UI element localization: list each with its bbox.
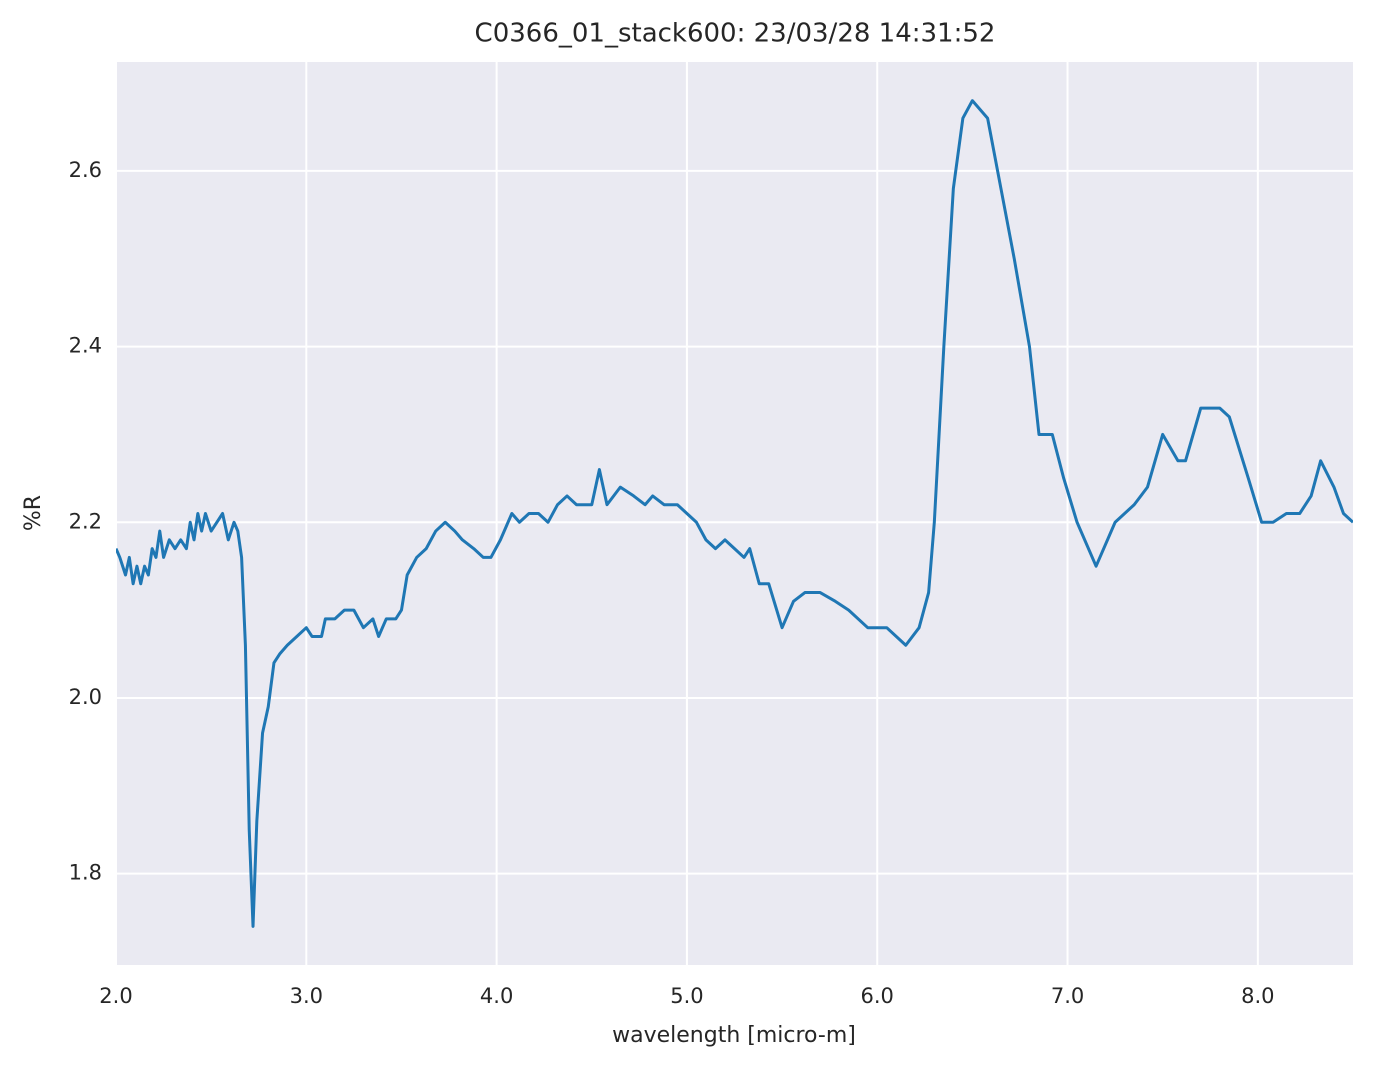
x-tick-label: 6.0 bbox=[861, 984, 894, 1008]
plot-area bbox=[116, 62, 1353, 965]
y-tick-label: 2.0 bbox=[69, 685, 102, 709]
x-tick-label: 3.0 bbox=[290, 984, 323, 1008]
y-tick-label: 1.8 bbox=[69, 861, 102, 885]
y-tick-label: 2.4 bbox=[69, 334, 102, 358]
x-tick-label: 7.0 bbox=[1051, 984, 1084, 1008]
x-tick-label: 2.0 bbox=[99, 984, 132, 1008]
x-tick-label: 4.0 bbox=[480, 984, 513, 1008]
y-tick-label: 2.2 bbox=[69, 509, 102, 533]
data-line bbox=[116, 99, 1353, 928]
x-tick-label: 8.0 bbox=[1241, 984, 1274, 1008]
y-tick-label: 2.6 bbox=[69, 158, 102, 182]
x-tick-label: 5.0 bbox=[670, 984, 703, 1008]
chart-title: C0366_01_stack600: 23/03/28 14:31:52 bbox=[475, 19, 996, 49]
y-axis-label: %R bbox=[21, 495, 46, 531]
x-axis-label: wavelength [micro-m] bbox=[612, 1023, 856, 1048]
